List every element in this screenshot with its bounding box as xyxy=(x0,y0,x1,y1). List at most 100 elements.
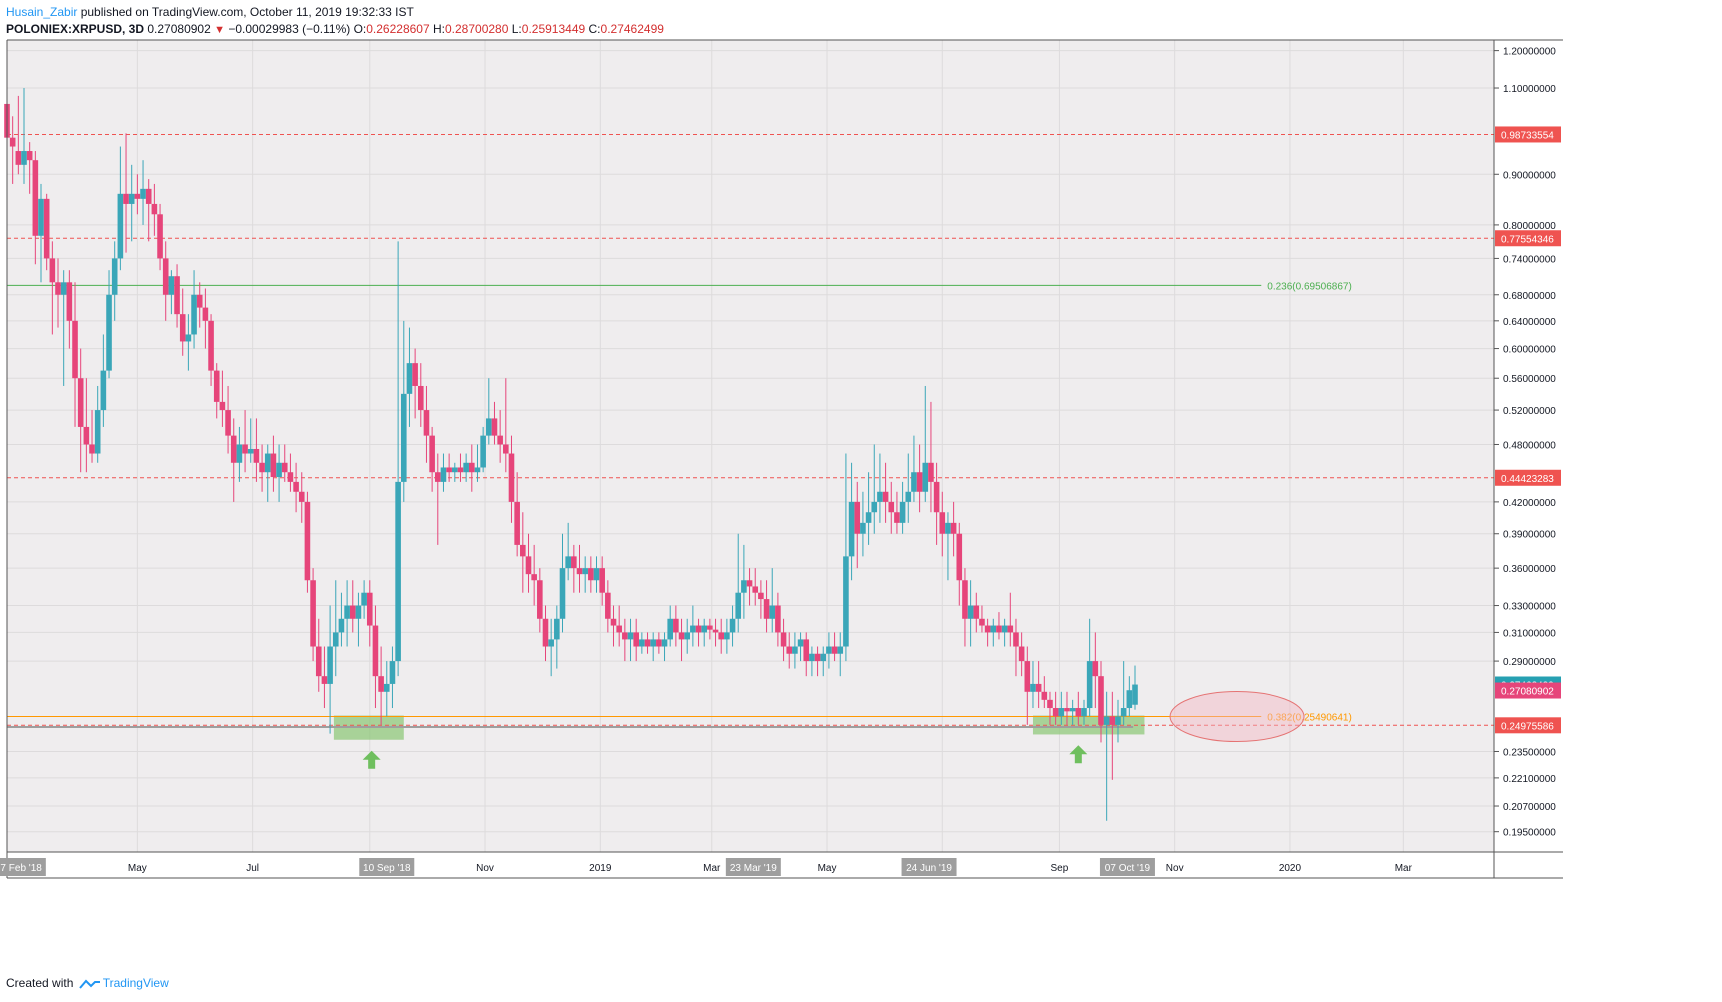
candle-body xyxy=(83,426,90,445)
candle-body xyxy=(389,661,396,684)
candle-body xyxy=(77,378,84,427)
candle-body xyxy=(1069,708,1076,712)
candle-body xyxy=(89,444,95,454)
candle-body xyxy=(100,370,107,411)
candle-body xyxy=(871,501,878,513)
candle-body xyxy=(446,467,452,473)
candle-body xyxy=(1109,716,1116,725)
highlight-ellipse xyxy=(1169,691,1305,743)
candle-body xyxy=(939,512,946,534)
candle-body xyxy=(128,193,135,204)
footer: Created with TradingView xyxy=(6,976,169,990)
candle-body xyxy=(140,188,146,199)
candle-body xyxy=(72,320,78,379)
candle-body xyxy=(230,435,237,463)
candle-body xyxy=(905,491,912,502)
current-price-label: 0.27080902 xyxy=(1501,687,1554,698)
candle-body xyxy=(667,618,673,640)
candle-body xyxy=(321,676,328,684)
candle-body xyxy=(1030,683,1036,692)
tradingview-link[interactable]: TradingView xyxy=(102,976,169,990)
candle-body xyxy=(537,580,543,619)
candle-body xyxy=(434,472,441,482)
candle-body xyxy=(270,453,277,478)
candle-body xyxy=(735,592,742,619)
candle-body xyxy=(899,501,906,523)
candle-body xyxy=(707,625,713,630)
candle-body xyxy=(554,618,560,640)
candle-body xyxy=(134,193,141,199)
candle-body xyxy=(395,481,401,662)
candle-body xyxy=(599,568,605,593)
level-price-label: 0.77554346 xyxy=(1501,234,1554,245)
level-price-tag xyxy=(1495,717,1561,734)
candle-body xyxy=(491,418,498,436)
y-tick-label: 0.22100000 xyxy=(1503,774,1556,785)
candle-body xyxy=(38,198,44,236)
candle-body xyxy=(366,592,373,626)
candle-body xyxy=(627,632,634,640)
candle-body xyxy=(185,334,192,342)
candle-body xyxy=(338,618,345,633)
candle-body xyxy=(55,282,61,295)
candle-body xyxy=(168,276,175,295)
candle-body xyxy=(933,481,940,513)
date-highlight-label: 07 Oct '19 xyxy=(1105,863,1151,874)
down-arrow-icon: ▼ xyxy=(214,24,226,36)
candle-body xyxy=(15,151,22,165)
candle-body xyxy=(463,462,469,473)
level-price-label: 0.44423283 xyxy=(1501,474,1554,485)
level-price-tag xyxy=(1495,469,1561,486)
author-link[interactable]: Husain_Zabir xyxy=(6,5,78,19)
candle-body xyxy=(474,467,481,473)
x-tick-label: Nov xyxy=(476,863,494,874)
candle-body xyxy=(894,512,900,523)
candle-body xyxy=(219,401,226,411)
candle-body xyxy=(400,393,407,482)
candle-body xyxy=(508,453,515,502)
candle-body xyxy=(1132,684,1138,705)
x-tick-label: Nov xyxy=(1166,863,1184,874)
candle-body xyxy=(520,544,526,557)
candle-body xyxy=(967,605,974,619)
candle-body xyxy=(1001,625,1008,633)
candle-body xyxy=(1041,691,1048,700)
candle-body xyxy=(741,580,747,593)
candle-body xyxy=(406,363,413,394)
candle-body xyxy=(962,580,968,619)
publish-line: Husain_Zabir published on TradingView.co… xyxy=(6,4,664,21)
y-tick-label: 0.42000000 xyxy=(1503,498,1556,509)
candle-body xyxy=(956,533,963,581)
y-tick-label: 0.20700000 xyxy=(1503,802,1556,813)
y-tick-label: 0.56000000 xyxy=(1503,374,1556,385)
candle-body xyxy=(208,320,214,371)
y-tick-label: 0.60000000 xyxy=(1503,345,1556,356)
symbol-title[interactable]: POLONIEX:XRPUSD, 3D xyxy=(6,22,145,36)
candle-body xyxy=(865,512,872,523)
fib-level-label: 0.382(0.25490641) xyxy=(1267,713,1352,724)
close-value: 0.27462499 xyxy=(600,22,664,36)
candle-body xyxy=(718,632,725,640)
candle-body xyxy=(1103,716,1110,725)
candle-body xyxy=(440,467,447,482)
candle-body xyxy=(383,683,390,692)
candle-body xyxy=(412,363,418,386)
candle-body xyxy=(196,294,203,308)
candle-body xyxy=(809,653,815,662)
date-highlight-label: 24 Jun '19 xyxy=(906,863,952,874)
high-label: H: xyxy=(433,22,445,36)
price-change: −0.00029983 (−0.11%) xyxy=(228,22,351,36)
candle-body xyxy=(349,605,356,619)
y-tick-label: 0.52000000 xyxy=(1503,406,1556,417)
y-tick-label: 1.20000000 xyxy=(1503,47,1556,58)
candle-body xyxy=(571,556,577,569)
candle-body xyxy=(826,646,832,654)
candle-body xyxy=(1092,661,1099,677)
candle-body xyxy=(315,646,322,677)
candle-body xyxy=(480,435,486,468)
candle-body xyxy=(945,522,951,534)
level-price-tag xyxy=(1495,126,1561,143)
level-price-label: 0.24975586 xyxy=(1501,721,1554,732)
candle-body xyxy=(191,294,197,335)
